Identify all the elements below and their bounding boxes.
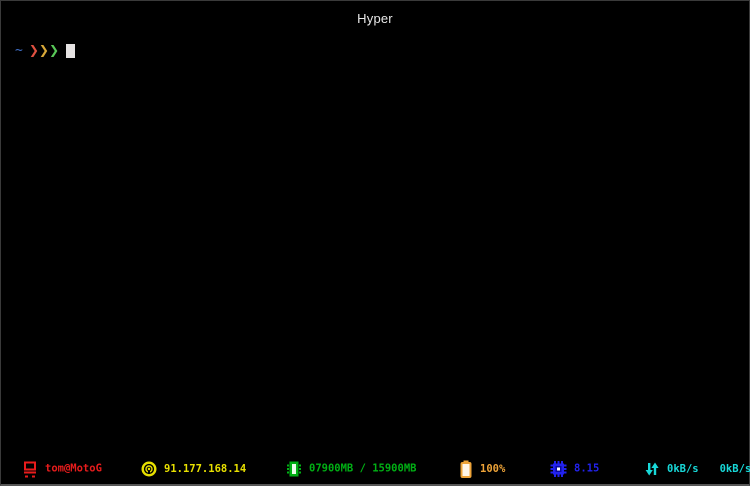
network-upload-label: 0kB/s <box>719 462 750 475</box>
titlebar[interactable]: Hyper <box>1 1 749 35</box>
prompt-cwd: ~ <box>15 43 23 58</box>
prompt-chevron-3: ❯ <box>48 43 60 57</box>
status-network: 0kB/s 0kB/s <box>644 461 750 477</box>
terminal-cursor <box>66 43 76 58</box>
status-cpu: 8.15 <box>550 460 599 477</box>
ip-label: 91.177.168.14 <box>164 462 247 475</box>
status-ip: 91.177.168.14 <box>141 460 247 477</box>
ram-chip-icon <box>287 461 301 476</box>
battery-icon <box>460 460 472 478</box>
prompt-chevron-1: ❯ <box>28 43 39 57</box>
status-bar: tom@MotoG 91.177.168.14 <box>1 453 750 484</box>
network-download-label: 0kB/s <box>667 462 699 475</box>
status-battery: 100% <box>459 460 505 478</box>
access-point-icon <box>141 460 157 477</box>
prompt-chevron-2: ❯ <box>38 43 49 57</box>
cpu-label: 8.15 <box>574 462 600 475</box>
memory-label: 07900MB / 15900MB <box>309 462 417 475</box>
cpu-chip-icon <box>550 460 567 477</box>
computer-icon <box>24 461 36 477</box>
status-memory: 07900MB / 15900MB <box>286 460 416 477</box>
battery-label: 100% <box>480 462 506 475</box>
window-title: Hyper <box>357 10 393 26</box>
host-label: tom@MotoG <box>45 462 102 475</box>
prompt-line: ~ ❯ ❯ ❯ <box>15 43 749 58</box>
terminal-area[interactable]: ~ ❯ ❯ ❯ <box>1 35 749 453</box>
updown-arrows-icon <box>645 462 659 475</box>
status-host: tom@MotoG <box>22 460 102 477</box>
